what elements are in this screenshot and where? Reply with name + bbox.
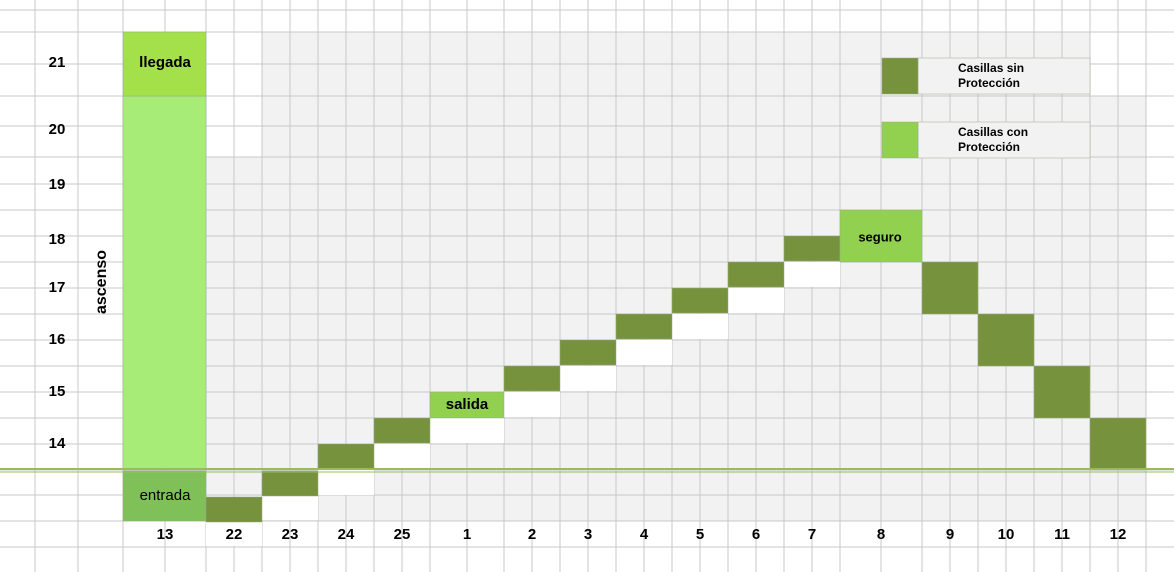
column-label: 5 xyxy=(696,526,704,543)
legend-label: Casillas con Protección xyxy=(958,125,1028,154)
white-cell xyxy=(206,521,262,546)
column-label: 23 xyxy=(282,526,299,543)
background xyxy=(123,32,1146,521)
unsafe-cell xyxy=(783,235,841,262)
finish-label: llegada xyxy=(139,54,191,71)
legend-line: Protección xyxy=(958,140,1020,154)
column-label: 7 xyxy=(808,526,816,543)
board-area xyxy=(206,32,1090,470)
start-label: salida xyxy=(446,396,489,413)
entry-label: entrada xyxy=(140,487,192,504)
start-cell xyxy=(429,391,505,419)
safe-column xyxy=(122,95,207,471)
unsafe-cell xyxy=(727,261,785,288)
row-label: 17 xyxy=(49,279,66,296)
row-label: 16 xyxy=(49,331,66,348)
column-label: 25 xyxy=(394,526,411,543)
safe-label: seguro xyxy=(858,229,901,244)
legend-swatch xyxy=(881,121,919,159)
unsafe-cell xyxy=(261,470,319,497)
column-label: 9 xyxy=(946,526,954,543)
row-label: 21 xyxy=(49,54,66,71)
white-cell xyxy=(374,444,430,469)
column-label: 22 xyxy=(226,526,243,543)
unsafe-cell xyxy=(317,443,375,470)
legend-line: Protección xyxy=(958,76,1020,90)
white-cell xyxy=(262,495,318,520)
row-label: 19 xyxy=(49,176,66,193)
column-label: 10 xyxy=(998,526,1015,543)
unsafe-cell xyxy=(615,313,673,340)
entry-cell xyxy=(122,470,207,522)
side-label: ascenso xyxy=(93,250,110,314)
white-cell xyxy=(504,392,560,417)
unsafe-cell xyxy=(921,261,979,315)
unsafe-cell xyxy=(1089,417,1147,471)
row-label: 15 xyxy=(49,383,66,400)
unsafe-cell xyxy=(205,496,263,523)
white-cell xyxy=(560,366,616,391)
column-label: 13 xyxy=(157,526,174,543)
row-label: 18 xyxy=(49,231,66,248)
column-label: 6 xyxy=(752,526,760,543)
legend-swatch xyxy=(881,57,919,95)
column-label: 8 xyxy=(877,526,885,543)
column-label: 11 xyxy=(1054,526,1070,543)
column-label: 2 xyxy=(528,526,536,543)
column-label: 3 xyxy=(584,526,592,543)
white-cell xyxy=(784,262,840,287)
unsafe-cell xyxy=(373,417,431,444)
white-cell xyxy=(672,314,728,339)
column-label: 12 xyxy=(1110,526,1127,543)
legend-line: Casillas sin xyxy=(958,61,1024,75)
legend-line: Casillas con xyxy=(958,125,1028,139)
column-label: 24 xyxy=(338,526,355,543)
column-label: 1 xyxy=(463,526,471,543)
unsafe-cell xyxy=(1033,365,1091,419)
row-label: 20 xyxy=(49,121,66,138)
safe-cell xyxy=(839,209,923,263)
white-cell xyxy=(616,340,672,365)
column-label: 4 xyxy=(640,526,649,543)
white-cell xyxy=(728,288,784,313)
white-cell xyxy=(430,418,504,443)
white-cell xyxy=(318,470,374,495)
unsafe-cell xyxy=(671,287,729,314)
cells xyxy=(122,31,1147,546)
unsafe-cell xyxy=(503,365,561,392)
legend-box xyxy=(917,57,1091,95)
row-label: 14 xyxy=(49,435,66,452)
unsafe-cell xyxy=(559,339,617,366)
legend-label: Casillas sin Protección xyxy=(958,61,1024,90)
unsafe-cell xyxy=(977,313,1035,367)
finish-cell xyxy=(122,31,207,97)
